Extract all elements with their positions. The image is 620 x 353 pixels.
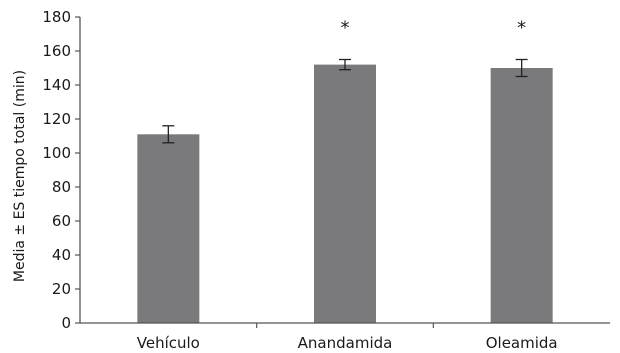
significance-marker-2: * <box>517 18 526 39</box>
y-ticks-group: 0 20 40 60 80 100 120 140 160 180 <box>42 8 80 332</box>
bar-1 <box>314 64 376 323</box>
annotations-group: * * <box>341 18 527 39</box>
category-label-0: Vehículo <box>137 334 200 352</box>
bar-2 <box>490 68 553 323</box>
y-tick-label-180: 180 <box>42 8 71 26</box>
category-labels-group: Vehículo Anandamida Oleamida <box>137 334 558 352</box>
y-tick-label-160: 160 <box>42 42 71 60</box>
significance-marker-1: * <box>341 18 350 39</box>
y-tick-label-60: 60 <box>52 212 71 230</box>
y-tick-label-0: 0 <box>61 314 71 332</box>
category-label-1: Anandamida <box>298 334 393 352</box>
y-tick-label-40: 40 <box>52 246 71 264</box>
y-axis-label: Media ± ES tiempo total (min) <box>12 70 28 282</box>
y-tick-label-100: 100 <box>42 144 71 162</box>
category-label-2: Oleamida <box>486 334 558 352</box>
bars-group <box>137 64 553 323</box>
x-ticks-group <box>256 323 434 328</box>
y-tick-label-140: 140 <box>42 76 71 94</box>
error-bars-group <box>162 58 528 144</box>
bar-0 <box>137 134 200 323</box>
y-tick-label-80: 80 <box>52 178 71 196</box>
y-tick-label-20: 20 <box>52 280 71 298</box>
y-tick-label-120: 120 <box>42 110 71 128</box>
